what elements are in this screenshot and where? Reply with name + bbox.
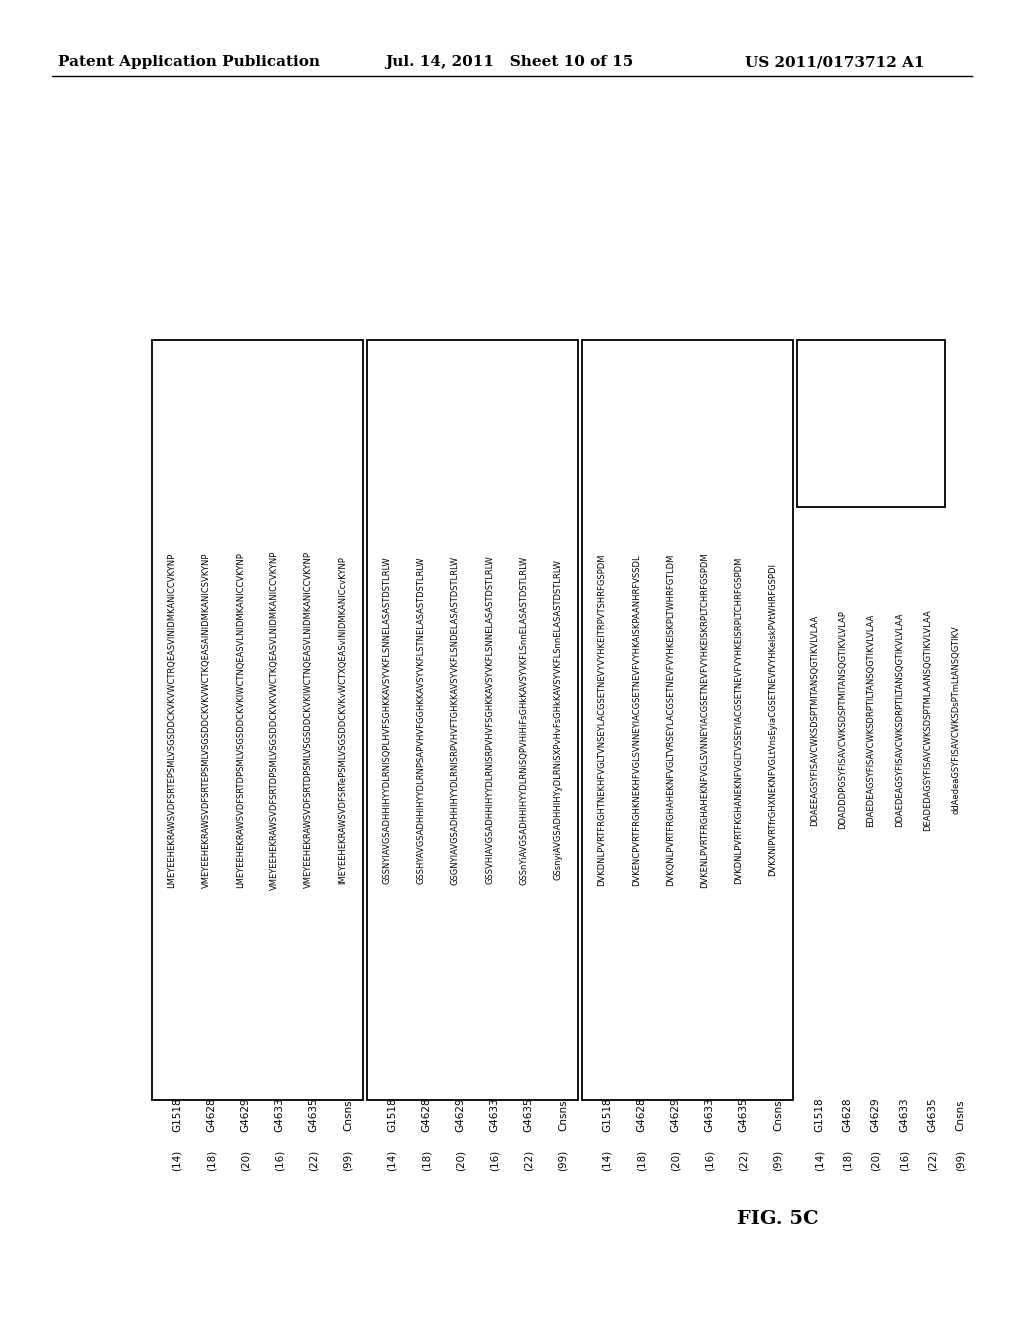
Text: (22): (22) [309,1150,318,1171]
Text: DDAEEAGSYFISAVCWKSDSPTMITANSQGTIKVLVLAA: DDAEEAGSYFISAVCWKSDSPTMITANSQGTIKVLVLAA [810,614,818,825]
Text: DDADDDPGSYFISAVCWKSDSPTMITANSQGTIKVLVLAP: DDADDDPGSYFISAVCWKSDSPTMITANSQGTIKVLVLAP [838,611,847,829]
Text: DEADEDAGSYFISAVCWKSDSPTMLAANSQGTIKVLVLAA: DEADEDAGSYFISAVCWKSDSPTMLAANSQGTIKVLVLAA [923,609,932,830]
Text: (99): (99) [955,1150,966,1171]
Text: Cnsns: Cnsns [773,1100,783,1131]
Text: G1518: G1518 [602,1098,612,1133]
Text: G4635: G4635 [523,1098,534,1133]
Text: (99): (99) [343,1150,353,1171]
Text: Cnsns: Cnsns [558,1100,568,1131]
Text: LMEYEEHEKRAWSVDFSRTDPSMLVSGSDDCKVKIWCTNQEASVLNIDMKANICCVKYNP: LMEYEEHEKRAWSVDFSRTDPSMLVSGSDDCKVKIWCTNQ… [236,552,245,888]
Text: G4628: G4628 [843,1098,853,1133]
Text: (20): (20) [671,1150,680,1171]
Text: VMEYEEHEKRAWSVDFSRTDPSMLVSGSDDCKVKVWCTKQEASVLNIDMKANICCVKYNP: VMEYEEHEKRAWSVDFSRTDPSMLVSGSDDCKVKVWCTKQ… [270,550,280,890]
Text: G4629: G4629 [870,1098,881,1133]
Text: (18): (18) [206,1150,216,1171]
Text: lMEYEEHEKRAWSVDFSRTePSMLVSGSDDCKVKvWCTXQEASvlNIDMKANICcvKYNP: lMEYEEHEKRAWSVDFSRTePSMLVSGSDDCKVKvWCTXQ… [338,556,347,884]
Text: (22): (22) [928,1150,938,1171]
Text: DVKDNLPVRTFKGHANEKNFVGLTVSSEYIACGSETNEVFVYHKEISRPLTCHRFGSPDM: DVKDNLPVRTFKGHANEKNFVGLTVSSEYIACGSETNEVF… [734,556,743,883]
Text: G4629: G4629 [456,1098,466,1133]
Text: FIG. 5C: FIG. 5C [736,1210,818,1228]
Text: G4635: G4635 [309,1098,318,1133]
Text: DVKENLPVRTFRGHAНEKNFVGLSVNNEYIACGSETNEVFVYHKEISKRPLTCHRFGSPDM: DVKENLPVRTFRGHAНEKNFVGLSVNNEYIACGSETNEVF… [700,552,709,888]
Text: (20): (20) [456,1150,466,1171]
Text: VMEYEEHEKRAWSVDFSRTEPSMLVSGSDDCKVKVWCTKQEASAINIDMKANICSVKYNP: VMEYEEHEKRAWSVDFSRTEPSMLVSGSDDCKVKVWCTKQ… [202,552,211,888]
Text: GSSVHIAVGSADHHIHYYDLRNISRPVHVFSGHKKAVSYVKFLSNNELASASTDSTLRLW: GSSVHIAVGSADHHIHYYDLRNISRPVHVFSGHKKAVSYV… [485,556,495,884]
Text: G1518: G1518 [814,1098,824,1133]
Text: G4629: G4629 [671,1098,680,1133]
Text: LMEYEEHEKRAWSVDFSRTEPSMLVSGSDDCKVKVWCTRQEASVINIDMKANICCVKYNP: LMEYEEHEKRAWSVDFSRTEPSMLVSGSDDCKVKVWCTRQ… [168,552,176,887]
Text: (16): (16) [274,1150,285,1171]
Text: G4628: G4628 [206,1098,216,1133]
Text: G1518: G1518 [172,1098,182,1133]
Text: (18): (18) [636,1150,646,1171]
Text: G4633: G4633 [705,1098,715,1133]
Text: G4633: G4633 [489,1098,500,1133]
Text: (20): (20) [241,1150,251,1171]
Text: (18): (18) [421,1150,431,1171]
Text: G4628: G4628 [636,1098,646,1133]
Text: (18): (18) [843,1150,853,1171]
Text: ddAedeaGSYFISAVCWKSDsPTmLtANSQGTIKV: ddAedeaGSYFISAVCWKSDsPTmLtANSQGTIKV [951,626,961,814]
Text: (16): (16) [899,1150,909,1171]
Text: GSsnyiAVGSADHHIHYyDLRNiSXPvHvFsGHkKAVSYVKFLSnnELASASTDSTLRLW: GSsnyiAVGSADHHIHYyDLRNiSXPvHvFsGHkKAVSYV… [553,560,562,880]
Text: GSSNYIAVGSADHHIHYYDLRNISQPLHVFSGHKKAVSYVKFLSNNELASASTDSTLRLW: GSSNYIAVGSADHHIHYYDLRNISQPLHVFSGHKKAVSYV… [383,556,391,884]
Text: G4633: G4633 [899,1098,909,1133]
Text: GSSHYAVGSADHHIHYYDLRNPSAPVHVFGGHKKAVSYVKFLSTNELASASTDSTLRLW: GSSHYAVGSADHHIHYYDLRNPSAPVHVFGGHKKAVSYVK… [417,556,426,884]
Text: (22): (22) [523,1150,534,1171]
Bar [367,341,578,1100]
Bar [582,341,793,1100]
Text: GSSnYiAVGSADHHIHYYDLRNiSQPVHiHiFsGHkKAVSYVKFLSnnELASASTDSTLRLW: GSSnYiAVGSADHHIHYYDLRNiSQPVHiHiFsGHkKAVS… [519,556,528,884]
Text: G4629: G4629 [241,1098,251,1133]
Text: VMEYEEHEKRAWSVDFSRTDPSMLVSGSDDCKVKIWCTNQEASVLNIDMKANICCVKYNP: VMEYEEHEKRAWSVDFSRTDPSMLVSGSDDCKVKIWCTNQ… [304,552,313,888]
Text: G1518: G1518 [387,1098,397,1133]
Text: G4633: G4633 [274,1098,285,1133]
Text: (99): (99) [773,1150,783,1171]
Text: DVKQNLPVRTFRGHAНEKNFVGLTVRSEYLACGSETNEVFVYHKEISKPLTWHRFGTLDM: DVKQNLPVRTFRGHAНEKNFVGLTVRSEYLACGSETNEVF… [666,554,675,886]
Text: G4635: G4635 [928,1098,938,1133]
Text: Patent Application Publication: Patent Application Publication [58,55,319,69]
Text: (14): (14) [387,1150,397,1171]
Text: (14): (14) [172,1150,182,1171]
Text: Jul. 14, 2011   Sheet 10 of 15: Jul. 14, 2011 Sheet 10 of 15 [385,55,633,69]
Text: (22): (22) [738,1150,749,1171]
Text: DVKENCPVRTFRGHKNEKНFVGLSVNNEYIACGSETNEVFVYHKAISKPAANHRFVSSDL: DVKENCPVRTFRGHKNEKНFVGLSVNNEYIACGSETNEVF… [632,554,641,886]
Text: GSGNYIAVGSADHHIHYYDLRNISRPVHVFTGHKKAVSYVKFLSNDELASASTDSTLRLW: GSGNYIAVGSADHHIHYYDLRNISRPVHVFTGHKKAVSYV… [451,556,460,884]
Text: (14): (14) [814,1150,824,1171]
Text: US 2011/0173712 A1: US 2011/0173712 A1 [745,55,925,69]
Text: DVKXNlPVRTfrGHXNEKNFVGLtVnsEyiaCGSETNEVfVYHKeIskPVtWHRFGSPDI: DVKXNlPVRTfrGHXNEKNFVGLtVnsEyiaCGSETNEVf… [768,564,777,876]
Text: (20): (20) [870,1150,881,1171]
Text: (16): (16) [705,1150,715,1171]
Text: G4635: G4635 [738,1098,749,1133]
Text: Cnsns: Cnsns [955,1100,966,1131]
Bar [797,341,945,507]
Text: DDAEDEAGSYFISAVCWKSDRPTILTANSQGTIKVLVLAA: DDAEDEAGSYFISAVCWKSDRPTILTANSQGTIKVLVLAA [895,612,903,828]
Text: (16): (16) [489,1150,500,1171]
Text: DVKDNLPVRTFRGHTNEKНFVGLTVNSEYLACGSETNEVYVYHKEITRPVTSHRFGSPDM: DVKDNLPVRTFRGHTNEKНFVGLTVNSEYLACGSETNEVY… [598,554,606,886]
Text: (14): (14) [602,1150,612,1171]
Bar [152,341,362,1100]
Text: (99): (99) [558,1150,568,1171]
Text: EDAEDEAGSYFISAVCWKSDRPTILTANSQGTIKVLVLAA: EDAEDEAGSYFISAVCWKSDRPTILTANSQGTIKVLVLAA [866,614,876,826]
Text: G4628: G4628 [421,1098,431,1133]
Text: Cnsns: Cnsns [343,1100,353,1131]
